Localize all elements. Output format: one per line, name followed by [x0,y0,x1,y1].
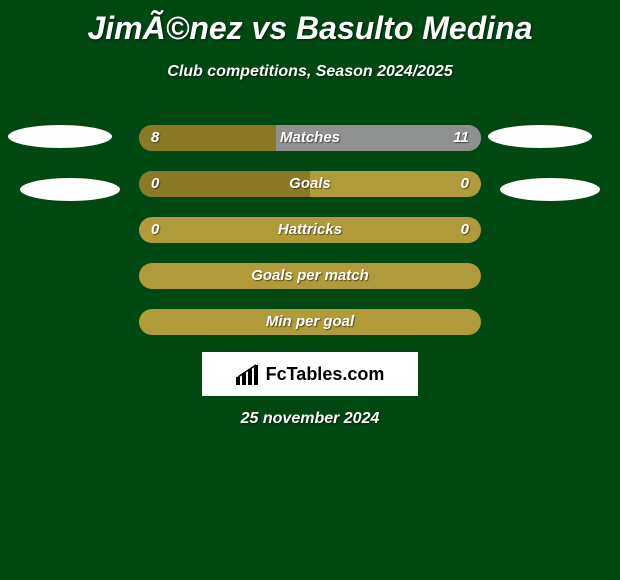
stat-row: 8Matches11 [139,125,481,151]
stat-label: Min per goal [139,309,481,335]
page-title: JimÃ©nez vs Basulto Medina [0,0,620,47]
bar-chart-icon [236,363,260,385]
stat-value-right: 0 [461,217,469,243]
decorative-ellipse [20,178,120,201]
stat-row: 0Hattricks0 [139,217,481,243]
decorative-ellipse [8,125,112,148]
stat-value-right: 11 [453,125,469,151]
decorative-ellipse [488,125,592,148]
stat-value-right: 0 [461,171,469,197]
stat-row: Goals per match [139,263,481,289]
stat-label: Goals [139,171,481,197]
stat-label: Hattricks [139,217,481,243]
date-text: 25 november 2024 [0,410,620,428]
comparison-chart: 8Matches110Goals00Hattricks0Goals per ma… [139,125,481,355]
decorative-ellipse [500,178,600,201]
subtitle: Club competitions, Season 2024/2025 [0,63,620,81]
watermark-text: FcTables.com [266,364,385,385]
stat-label: Matches [139,125,481,151]
stat-label: Goals per match [139,263,481,289]
watermark: FcTables.com [202,352,418,396]
stat-row: Min per goal [139,309,481,335]
stat-row: 0Goals0 [139,171,481,197]
